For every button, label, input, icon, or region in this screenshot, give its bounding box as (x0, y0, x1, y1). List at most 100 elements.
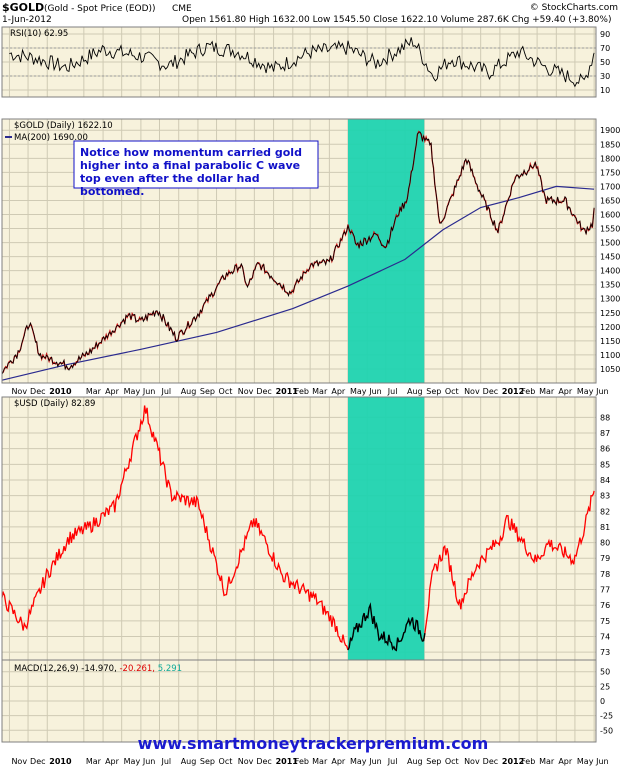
x-tick-label: Mar (86, 757, 102, 766)
panel-background (2, 397, 596, 660)
x-tick-label: 2011 (276, 387, 299, 396)
x-tick-label: 2010 (49, 757, 72, 766)
x-tick-label: Mar (86, 387, 102, 396)
x-tick-label: Aug (181, 387, 197, 396)
x-tick-label: Dec (483, 757, 498, 766)
x-tick-label: Nov (464, 757, 480, 766)
x-tick-label: Mar (539, 757, 555, 766)
bottom-x-axis: Nov Dec 2010 Mar Apr May Jun Jul Aug Sep Oct Nov Dec… (11, 757, 608, 766)
y-tick-label: 1500 (600, 239, 620, 248)
x-tick-label: Jul (387, 757, 398, 766)
rsi-panel: 10 30 50 70 90 RSI(10) 62.95 (1, 26, 610, 98)
x-tick-label: Oct (445, 387, 459, 396)
series-line-usd (422, 490, 595, 641)
y-tick-label: 79 (600, 554, 610, 563)
y-tick-label: 1550 (600, 225, 620, 234)
exchange-label: CME (172, 4, 192, 14)
highlight-zone (347, 397, 425, 660)
x-tick-label: Jun (595, 757, 609, 766)
x-tick-label: Feb (521, 757, 535, 766)
legend-ma: MA(200) 1690.00 (14, 133, 88, 143)
y-tick-label: -25 (600, 712, 613, 721)
series-line-gold (1, 131, 595, 375)
panel-frame (1, 26, 597, 98)
y-tick-label: 77 (600, 586, 610, 595)
y-tick-label: 10 (600, 86, 610, 95)
x-tick-label: Aug (181, 757, 197, 766)
annotation-line: higher into a final parabolic C wave (80, 159, 300, 172)
y-tick-label: 78 (600, 570, 610, 579)
y-tick-label: 70 (600, 44, 610, 53)
x-tick-label: Oct (219, 757, 233, 766)
y-tick-label: 1600 (600, 210, 620, 219)
x-tick-label: Apr (558, 757, 573, 766)
annotation-line: top even after the dollar had (80, 172, 260, 185)
y-tick-label: 82 (600, 507, 610, 516)
x-tick-label: Aug (407, 387, 423, 396)
y-tick-label: 1050 (600, 365, 620, 374)
x-tick-label: Nov (238, 387, 254, 396)
x-tick-label: Nov (11, 387, 27, 396)
y-tick-label: 30 (600, 72, 610, 81)
x-tick-label: May (350, 387, 367, 396)
x-tick-label: 2012 (502, 757, 524, 766)
legend-macd-part: MACD(12,26,9) (14, 664, 81, 674)
annotation-text: Notice how momentum carried gold higher i… (80, 146, 302, 198)
x-tick-label: Sep (200, 387, 215, 396)
y-tick-label: 86 (600, 445, 610, 454)
y-tick-label: 1100 (600, 351, 620, 360)
y-tick-label: 87 (600, 429, 610, 438)
x-tick-label: Jun (142, 757, 156, 766)
y-tick-label: 50 (600, 58, 610, 67)
x-tick-label: Dec (30, 387, 45, 396)
x-tick-label: Apr (105, 757, 120, 766)
x-tick-label: Dec (483, 387, 498, 396)
watermark-url: www.smartmoneytrackerpremium.com (138, 734, 489, 753)
y-tick-label: 1300 (600, 295, 620, 304)
x-tick-label: Jun (142, 387, 156, 396)
series-line-ma200 (1, 185, 595, 381)
chart-date: 1-Jun-2012 (2, 15, 52, 25)
y-tick-label: 1900 (600, 126, 620, 135)
x-tick-label: Dec (256, 387, 271, 396)
gold-x-axis: Nov Dec 2010 Mar Apr May Jun Jul Aug Sep Oct Nov Dec… (11, 387, 608, 396)
legend-macd-part: -14.970, (81, 664, 119, 674)
annotation-frame (73, 140, 319, 189)
x-tick-label: May (577, 757, 594, 766)
x-tick-label: Sep (426, 757, 441, 766)
x-tick-label: Oct (219, 387, 233, 396)
y-tick-label: 90 (600, 30, 610, 39)
y-tick-label: 88 (600, 413, 610, 422)
x-tick-label: Mar (539, 387, 555, 396)
x-tick-label: Jul (160, 387, 171, 396)
y-tick-label: 85 (600, 460, 610, 469)
y-tick-label: 1200 (600, 323, 620, 332)
x-tick-label: Nov (238, 757, 254, 766)
x-tick-label: Dec (256, 757, 271, 766)
x-tick-label: 2012 (502, 387, 524, 396)
y-tick-label: 25 (600, 682, 610, 691)
y-tick-label: 1350 (600, 281, 620, 290)
y-tick-label: 0 (600, 697, 605, 706)
legend-rsi: RSI(10) 62.95 (10, 29, 68, 39)
usd-panel: 73 74 75 76 77 78 79 80 81 82 83 84 85 86 87 88 $USD (Da… (1, 396, 610, 661)
highlight-zone (347, 119, 425, 383)
x-tick-label: Oct (445, 757, 459, 766)
y-tick-label: 1800 (600, 154, 620, 163)
annotation-line: Notice how momentum carried gold (80, 146, 302, 159)
x-tick-label: Jun (595, 387, 609, 396)
x-tick-label: Jul (160, 757, 171, 766)
y-tick-label: 1150 (600, 337, 620, 346)
y-tick-label: 1650 (600, 196, 620, 205)
x-tick-label: Apr (331, 757, 346, 766)
panel-frame (1, 659, 597, 743)
y-tick-label: 1700 (600, 182, 620, 191)
y-tick-label: 1250 (600, 309, 620, 318)
legend-usd: $USD (Daily) 82.89 (14, 399, 95, 409)
x-tick-label: Dec (30, 757, 45, 766)
series-line-usd-highlight (347, 602, 426, 652)
x-tick-label: Feb (521, 387, 535, 396)
x-tick-label: Sep (426, 387, 441, 396)
x-tick-label: Apr (331, 387, 346, 396)
x-tick-label: Jun (368, 757, 382, 766)
